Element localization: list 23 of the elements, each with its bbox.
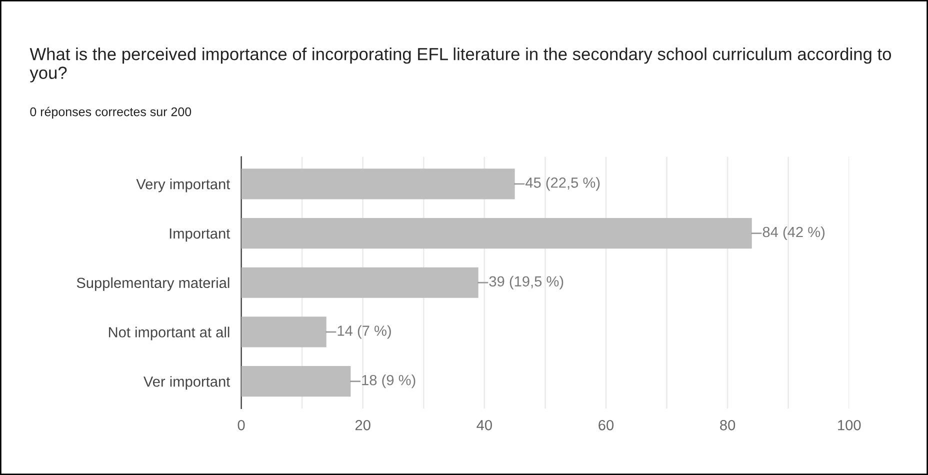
bar xyxy=(241,168,515,200)
data-label: 84 (42 %) xyxy=(762,226,825,240)
x-tick-label: 80 xyxy=(720,420,736,430)
y-tick-label: Important xyxy=(170,228,230,242)
bar xyxy=(241,218,752,249)
y-tick-label: Ver important xyxy=(144,376,230,390)
data-label: 14 (7 %) xyxy=(338,325,391,339)
y-tick-label: Not important at all xyxy=(108,326,230,340)
bar xyxy=(241,366,351,397)
x-tick-label: 40 xyxy=(476,420,492,430)
x-tick-label: 20 xyxy=(355,420,370,430)
y-tick-label: Supplementary material xyxy=(76,277,230,291)
bar xyxy=(241,316,326,348)
y-tick-label: Very important xyxy=(136,178,230,192)
data-label: 39 (19,5 %) xyxy=(489,276,564,290)
x-tick-label: 60 xyxy=(598,420,614,430)
chart-title: What is the perceived importance of incorporating EFL literature in the secondary school curriculum according to you? xyxy=(30,48,892,82)
data-label: 45 (22,5 %) xyxy=(525,177,600,191)
x-tick-label: 0 xyxy=(238,420,245,430)
text: 0 réponses correctes sur 200 xyxy=(30,106,192,119)
data-label: 18 (9 %) xyxy=(362,374,416,388)
x-tick-label: 100 xyxy=(838,420,861,430)
bar xyxy=(241,267,478,298)
